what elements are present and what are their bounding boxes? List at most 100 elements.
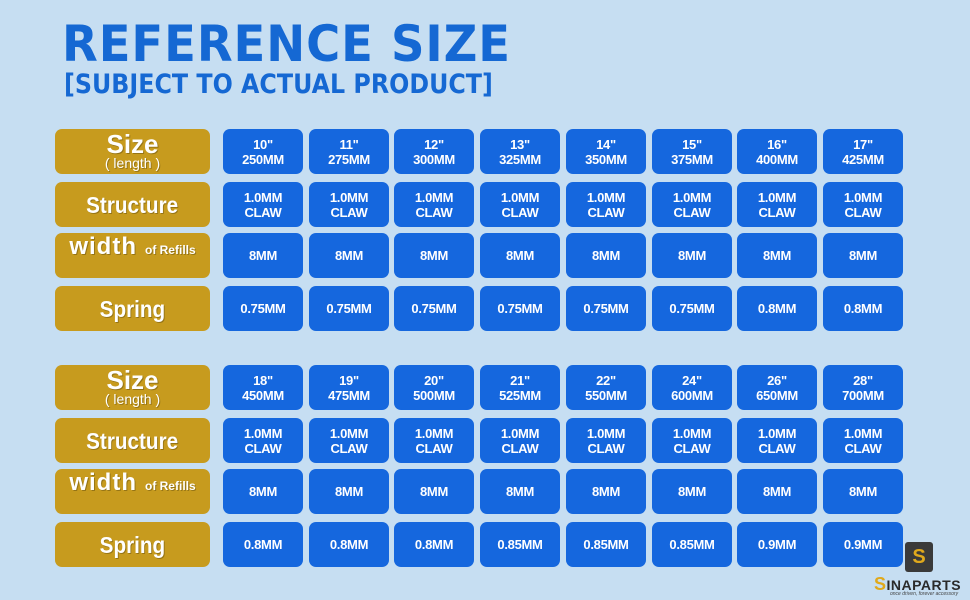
spring-cell: 0.8MM — [223, 522, 303, 567]
structure-label: Structure — [55, 418, 210, 463]
structure-cell-line-1: 1.0MM — [414, 425, 454, 441]
size-cell-line-2: 600MM — [671, 387, 713, 403]
width-cell: 8MM — [823, 469, 903, 514]
width-cell-line-1: 8MM — [249, 484, 277, 499]
size-cell-line-2: 475MM — [328, 387, 370, 403]
size-cell-line-1: 20" — [424, 372, 444, 388]
width-cell: 8MM — [652, 469, 732, 514]
size-cell-line-2: 525MM — [499, 387, 541, 403]
width-cell-line-1: 8MM — [420, 484, 448, 499]
spring-cell: 0.85MM — [652, 522, 732, 567]
width-label-text: width — [69, 233, 137, 260]
size-cell-line-1: 16" — [767, 136, 787, 152]
size-cell: 24" 600MM — [652, 365, 732, 410]
spring-cell-line-1: 0.85MM — [497, 537, 543, 552]
spring-cell-line-1: 0.8MM — [329, 537, 369, 552]
size-cell-line-2: 400MM — [756, 151, 798, 167]
size-cell-line-2: 275MM — [328, 151, 370, 167]
size-label-text: Size — [106, 129, 159, 159]
size-cell-line-1: 12" — [424, 136, 444, 152]
width-cell-line-1: 8MM — [335, 248, 363, 263]
size-cell: 20" 500MM — [394, 365, 474, 410]
size-cell-line-1: 22" — [596, 372, 616, 388]
size-cell: 26" 650MM — [737, 365, 817, 410]
structure-label: Structure — [55, 182, 210, 227]
size-cell: 19" 475MM — [309, 365, 389, 410]
spring-cell-line-1: 0.8MM — [843, 301, 883, 316]
structure-cell: 1.0MM CLAW — [823, 418, 903, 463]
structure-cell-line-2: CLAW — [587, 440, 625, 456]
size-label-sub: ( length ) — [104, 391, 161, 407]
width-cell: 8MM — [480, 233, 560, 278]
size-cell: 13" 325MM — [480, 129, 560, 174]
page-title: REFERENCE SIZE — [62, 15, 511, 73]
spring-cell-line-1: 0.75MM — [669, 301, 715, 316]
width-cell: 8MM — [309, 233, 389, 278]
width-cell: 8MM — [737, 233, 817, 278]
size-cell-line-1: 28" — [853, 372, 873, 388]
width-label-sub: of Refills — [144, 479, 196, 493]
width-cell: 8MM — [309, 469, 389, 514]
width-label-sub: of Refills — [144, 243, 196, 257]
structure-cell-line-2: CLAW — [330, 440, 368, 456]
width-cell-line-1: 8MM — [678, 484, 706, 499]
width-cell: 8MM — [223, 233, 303, 278]
size-cell-line-2: 550MM — [585, 387, 627, 403]
width-cell-line-1: 8MM — [249, 248, 277, 263]
structure-cell-line-2: CLAW — [587, 204, 625, 220]
spring-cell-line-1: 0.9MM — [843, 537, 883, 552]
size-cell: 16" 400MM — [737, 129, 817, 174]
structure-cell: 1.0MM CLAW — [823, 182, 903, 227]
sinaparts-logo: S SINAPARTS once driven, forever accesso… — [870, 542, 966, 598]
spring-cell: 0.75MM — [223, 286, 303, 331]
structure-label-text: Structure — [86, 427, 179, 454]
structure-cell-line-1: 1.0MM — [757, 189, 797, 205]
structure-cell-line-2: CLAW — [330, 204, 368, 220]
structure-cell: 1.0MM CLAW — [737, 418, 817, 463]
width-cell-line-1: 8MM — [678, 248, 706, 263]
spring-cell-line-1: 0.85MM — [669, 537, 715, 552]
size-cell-line-1: 26" — [767, 372, 787, 388]
spring-cell: 0.8MM — [737, 286, 817, 331]
structure-cell: 1.0MM CLAW — [566, 182, 646, 227]
structure-cell-line-1: 1.0MM — [243, 425, 283, 441]
structure-cell-line-2: CLAW — [501, 204, 539, 220]
size-cell-line-2: 350MM — [585, 151, 627, 167]
structure-cell: 1.0MM CLAW — [480, 418, 560, 463]
spring-row: Spring 0.75MM 0.75MM 0.75MM 0.75MM 0.75MM 0.7… — [55, 286, 905, 331]
structure-cell: 1.0MM CLAW — [652, 182, 732, 227]
spring-cell: 0.8MM — [394, 522, 474, 567]
structure-cell-line-2: CLAW — [758, 440, 796, 456]
width-cell: 8MM — [480, 469, 560, 514]
size-cell: 21" 525MM — [480, 365, 560, 410]
structure-cell-line-2: CLAW — [501, 440, 539, 456]
width-cell: 8MM — [652, 233, 732, 278]
structure-cell-line-2: CLAW — [415, 204, 453, 220]
width-cell: 8MM — [394, 233, 474, 278]
spring-cell: 0.75MM — [394, 286, 474, 331]
spring-cell-line-1: 0.75MM — [583, 301, 629, 316]
width-cell: 8MM — [823, 233, 903, 278]
size-cell: 22" 550MM — [566, 365, 646, 410]
width-cell: 8MM — [737, 469, 817, 514]
structure-cell-line-2: CLAW — [844, 440, 882, 456]
structure-cell-line-2: CLAW — [244, 440, 282, 456]
spring-cell: 0.75MM — [480, 286, 560, 331]
structure-cell-line-2: CLAW — [844, 204, 882, 220]
size-label: Size ( length ) — [55, 365, 210, 410]
size-row: Size ( length ) 10" 250MM 11" 275MM 12" 300MM… — [55, 129, 905, 174]
structure-cell-line-1: 1.0MM — [586, 425, 626, 441]
size-cell-line-2: 250MM — [242, 151, 284, 167]
spring-cell-line-1: 0.8MM — [414, 537, 454, 552]
width-row: width of Refills 8MM 8MM 8MM 8MM 8MM 8MM 8MM 8M… — [55, 469, 905, 514]
size-cell: 12" 300MM — [394, 129, 474, 174]
size-row: Size ( length ) 18" 450MM 19" 475MM 20" 500MM… — [55, 365, 905, 410]
spring-cell-line-1: 0.75MM — [240, 301, 286, 316]
structure-cell: 1.0MM CLAW — [652, 418, 732, 463]
size-cell-line-2: 700MM — [842, 387, 884, 403]
size-cell-line-1: 24" — [682, 372, 702, 388]
structure-cell-line-1: 1.0MM — [843, 189, 883, 205]
structure-cell-line-1: 1.0MM — [586, 189, 626, 205]
structure-cell-line-2: CLAW — [244, 204, 282, 220]
size-table-2: Size ( length ) 18" 450MM 19" 475MM 20" 500MM… — [55, 365, 905, 567]
